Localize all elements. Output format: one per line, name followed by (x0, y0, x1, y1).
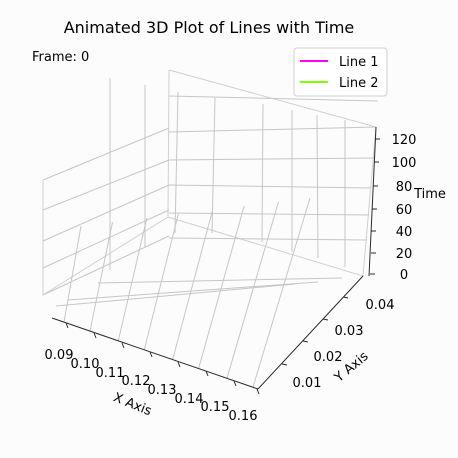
back-wall-grid-z-4 (168, 237, 368, 241)
x-tick-mark-3 (149, 351, 153, 358)
floor-grid-y-1 (67, 281, 319, 301)
x-tick-label-5: 0.14 (175, 392, 204, 407)
z-tick-label-3: 60 (396, 203, 413, 218)
back-wall-grid-z-3 (168, 212, 370, 216)
chart-title: Animated 3D Plot of Lines with Time (64, 18, 355, 37)
floor-grid-x-1 (89, 222, 113, 332)
axes (51, 126, 380, 395)
z-tick-label-4: 80 (396, 180, 413, 195)
floor-grid-x-7 (252, 197, 311, 388)
y-tick-label-1: 0.02 (314, 350, 343, 365)
z-tick-label-1: 20 (396, 247, 413, 262)
y-tick-mark-2 (322, 318, 329, 321)
x-tick-label-4: 0.13 (148, 383, 177, 398)
floor-grid-x-2 (117, 217, 148, 341)
x-tick-label-2: 0.11 (96, 366, 125, 381)
floor-grid-x-0 (63, 225, 82, 323)
z-axis-line (368, 126, 377, 277)
wall-grid-v-4 (261, 103, 264, 243)
x-tick-mark-1 (93, 332, 97, 339)
wall-grid-v-3 (211, 97, 216, 234)
z-axis-label: Time (413, 187, 446, 202)
back-wall-grid-z-2 (168, 184, 372, 189)
x-tick-mark-6 (233, 380, 237, 387)
left-wall-grid-z-3 (42, 209, 170, 269)
floor-grid-y-0 (55, 283, 296, 307)
left-wall-grid-z-1 (42, 159, 170, 211)
grid-lines (42, 78, 379, 388)
z-tick-label-6: 120 (392, 133, 417, 148)
back-wall-grid-z-0 (168, 126, 377, 133)
wall-grid-v-6 (316, 114, 319, 259)
y-axis-line (257, 275, 364, 390)
z-tick-label-5: 100 (392, 156, 417, 171)
x-tick-label-6: 0.15 (201, 400, 230, 415)
y-tick-label-2: 0.03 (335, 324, 364, 339)
wall-grid-v-2 (174, 91, 179, 234)
back-wall-grid-z-5 (168, 95, 379, 102)
z-tick-label-2: 40 (396, 225, 413, 240)
left-wall-grid-z-4 (42, 235, 170, 296)
floor-grid-x-4 (172, 209, 214, 360)
x-axis-line (51, 317, 259, 390)
legend: Line 1 Line 2 (293, 47, 388, 97)
floor-grid-x-5 (198, 205, 245, 369)
x-tick-mark-4 (177, 361, 181, 368)
frame-counter: Frame: 0 (32, 50, 89, 65)
pane-outline (42, 69, 377, 296)
y-tick-mark-0 (281, 363, 288, 366)
floor-grid-y-2 (97, 277, 343, 284)
floor-grid-x-6 (226, 201, 279, 379)
legend-label-line-2: Line 2 (339, 76, 379, 91)
y-tick-mark-3 (342, 296, 349, 299)
x-tick-label-7: 0.16 (229, 409, 258, 424)
x-tick-mark-2 (121, 342, 125, 349)
legend-label-line-1: Line 1 (339, 55, 379, 70)
left-wall-grid-z-0 (42, 127, 170, 181)
x-tick-label-3: 0.12 (122, 374, 151, 389)
tick-labels: 0.090.100.110.120.130.140.150.16 0.01 0.02… (45, 133, 417, 424)
x-tick-label-0: 0.09 (45, 348, 74, 363)
x-tick-mark-5 (205, 370, 209, 377)
x-tick-label-1: 0.10 (71, 357, 100, 372)
left-wall-grid-z-2 (42, 184, 170, 242)
y-tick-label-3: 0.04 (366, 298, 395, 313)
y-tick-mark-1 (302, 340, 309, 343)
x-tick-mark-0 (65, 322, 69, 329)
z-tick-label-0: 0 (400, 268, 408, 283)
y-tick-label-0: 0.01 (293, 376, 322, 391)
back-wall-grid-z-1 (168, 157, 375, 161)
x-tick-mark-7 (256, 388, 260, 395)
